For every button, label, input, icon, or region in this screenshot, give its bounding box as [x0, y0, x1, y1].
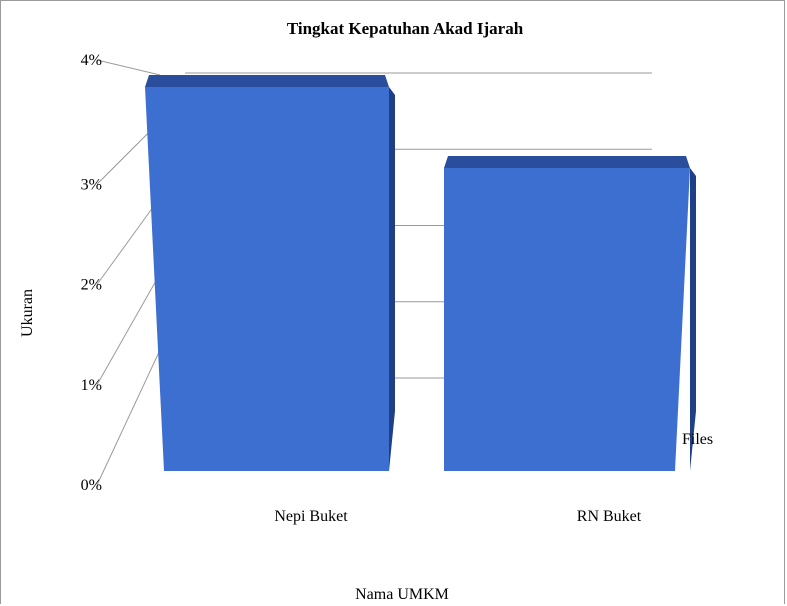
y-tick-labels: 0% 1% 2% 3% 4% — [81, 52, 102, 494]
gridline-side — [96, 59, 161, 76]
y-tick-label: 4% — [81, 52, 102, 69]
y-tick-label: 1% — [81, 377, 102, 394]
x-tick-label: Nepi Buket — [274, 508, 348, 525]
bar-side — [389, 87, 395, 471]
y-tick-label: 0% — [81, 477, 102, 494]
gridline-side — [96, 197, 161, 285]
y-tick-label: 2% — [81, 277, 102, 294]
bar-top — [444, 156, 690, 168]
bar — [145, 87, 389, 471]
gridline-side — [96, 273, 161, 385]
bar-side — [690, 168, 696, 471]
bar-top — [145, 75, 389, 87]
y-tick-label: 3% — [81, 176, 102, 193]
bar — [444, 168, 690, 471]
x-tick-label: RN Buket — [577, 508, 642, 525]
x-tick-labels: Nepi Buket RN Buket — [274, 508, 641, 525]
gridline-side — [96, 349, 161, 486]
bars — [145, 75, 696, 471]
x-axis-label: Nama UMKM — [355, 586, 449, 603]
chart-title: Tingkat Kepatuhan Akad Ijarah — [287, 19, 524, 38]
y-axis-label: Ukuran — [19, 289, 36, 337]
legend-entry: Files — [682, 431, 713, 448]
